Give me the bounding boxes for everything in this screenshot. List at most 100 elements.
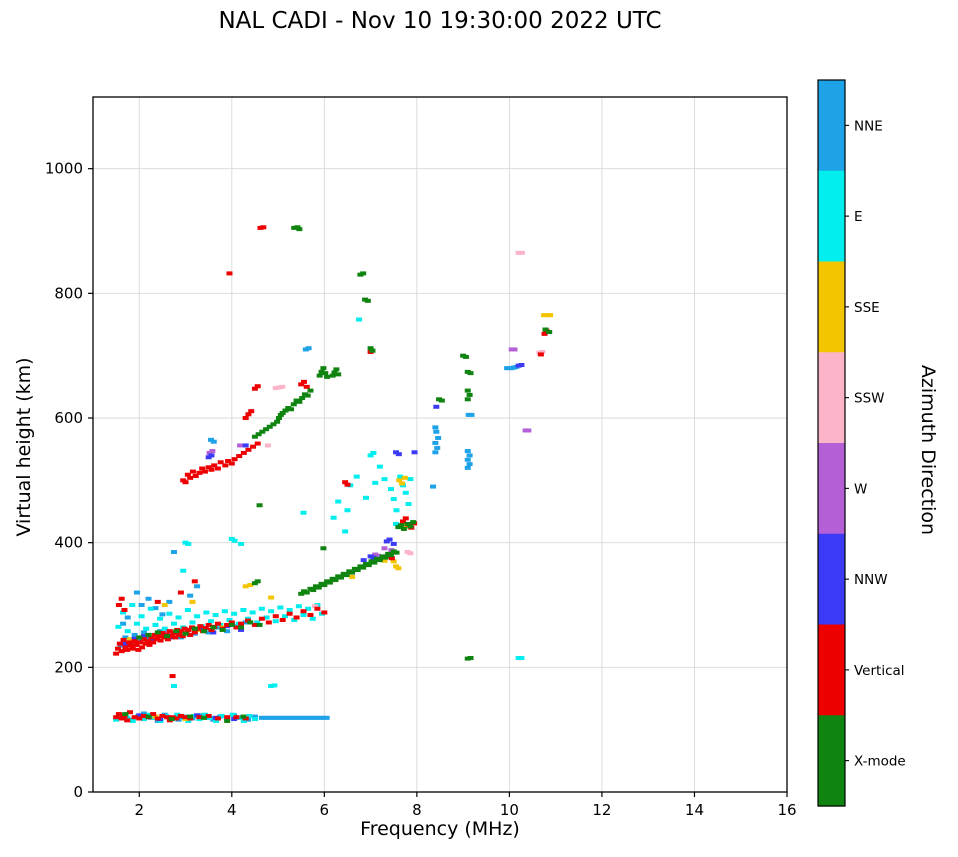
data-point-vertical xyxy=(245,447,252,452)
data-point-nne xyxy=(122,635,129,640)
y-tick-label: 200 xyxy=(54,658,83,676)
x-tick-label: 2 xyxy=(134,801,144,819)
data-point-nne xyxy=(262,715,269,720)
data-point-vertical xyxy=(224,622,231,627)
plot-frame xyxy=(92,96,788,793)
data-point-e xyxy=(170,621,177,626)
data-point-vertical xyxy=(251,386,258,391)
data-point-x-mode xyxy=(168,717,175,722)
data-point-nnw xyxy=(210,630,217,635)
data-point-vertical xyxy=(208,467,215,472)
data-point-vertical xyxy=(293,615,300,620)
data-point-x-mode xyxy=(228,622,235,627)
data-point-x-mode xyxy=(360,271,367,276)
data-point-x-mode xyxy=(367,346,374,351)
data-point-e xyxy=(370,450,377,455)
data-point-vertical xyxy=(211,463,218,468)
data-point-x-mode xyxy=(315,585,322,590)
data-point-vertical xyxy=(172,635,179,640)
data-point-e xyxy=(129,718,136,723)
data-point-nnw xyxy=(131,636,138,641)
data-point-vertical xyxy=(177,590,184,595)
data-point-sse xyxy=(349,574,356,579)
data-point-x-mode xyxy=(322,371,329,376)
data-point-vertical xyxy=(140,713,147,718)
data-point-x-mode xyxy=(173,629,180,634)
data-point-e xyxy=(272,619,279,624)
data-point-e xyxy=(140,717,147,722)
data-point-vertical xyxy=(399,519,406,524)
x-tick-label: 4 xyxy=(227,801,237,819)
data-point-x-mode xyxy=(224,718,231,723)
data-point-nne xyxy=(288,715,295,720)
data-point-e xyxy=(138,614,145,619)
data-point-x-mode xyxy=(210,625,217,630)
data-point-vertical xyxy=(226,271,233,276)
data-point-x-mode xyxy=(364,298,371,303)
colorbar-segment-e xyxy=(818,170,845,263)
data-point-vertical xyxy=(254,384,261,389)
data-point-x-mode xyxy=(296,399,303,404)
data-point-vertical xyxy=(286,611,293,616)
data-point-x-mode xyxy=(288,407,295,412)
data-point-x-mode xyxy=(201,715,208,720)
data-point-nne xyxy=(307,715,314,720)
data-point-nne xyxy=(281,715,288,720)
data-point-e xyxy=(246,713,253,718)
data-point-x-mode xyxy=(279,411,286,416)
data-point-sse xyxy=(242,584,249,589)
data-point-nne xyxy=(124,615,131,620)
data-point-nne xyxy=(140,711,147,716)
colorbar-segment-x-mode xyxy=(818,715,845,807)
data-point-x-mode xyxy=(343,573,350,578)
data-point-vertical xyxy=(197,624,204,629)
data-point-nnw xyxy=(518,363,525,368)
data-point-sse xyxy=(541,313,548,318)
data-point-nne xyxy=(320,715,327,720)
data-point-sse xyxy=(189,599,196,604)
data-point-nne xyxy=(304,715,311,720)
data-point-vertical xyxy=(150,712,157,717)
data-point-e xyxy=(282,614,289,619)
x-tick-label: 12 xyxy=(592,801,611,819)
colorbar-tick-label: NNW xyxy=(854,572,888,588)
data-point-vertical xyxy=(189,469,196,474)
colorbar-tick-label: SSW xyxy=(854,391,885,407)
data-point-x-mode xyxy=(318,369,325,374)
data-point-x-mode xyxy=(349,570,356,575)
data-point-x-mode xyxy=(365,563,372,568)
y-tick-label: 1000 xyxy=(45,160,83,178)
y-tick-label: 0 xyxy=(73,783,83,801)
data-point-vertical xyxy=(233,625,240,630)
data-point-e xyxy=(405,502,412,507)
colorbar-tick-label: W xyxy=(854,481,867,497)
data-point-nne xyxy=(187,593,194,598)
data-point-vertical xyxy=(154,716,161,721)
data-point-e xyxy=(344,508,351,513)
data-point-sse xyxy=(127,637,134,642)
data-point-nnw xyxy=(208,453,215,458)
data-point-nne xyxy=(468,412,475,417)
data-point-vertical xyxy=(185,627,192,632)
data-point-vertical xyxy=(214,621,221,626)
data-point-nnw xyxy=(411,450,418,455)
data-point-vertical xyxy=(154,599,161,604)
data-point-ssw xyxy=(518,250,525,255)
data-point-nne xyxy=(305,346,312,351)
data-point-e xyxy=(330,515,337,520)
data-point-nne xyxy=(214,625,221,630)
data-point-ssw xyxy=(279,384,286,389)
data-point-vertical xyxy=(248,409,255,414)
data-point-vertical xyxy=(127,710,134,715)
data-point-vertical xyxy=(131,639,138,644)
data-point-vertical xyxy=(231,457,238,462)
data-point-vertical xyxy=(402,516,409,521)
data-point-vertical xyxy=(192,473,199,478)
data-point-nne xyxy=(432,450,439,455)
data-point-w xyxy=(237,443,244,448)
data-point-nne xyxy=(205,630,212,635)
data-point-e xyxy=(376,464,383,469)
data-point-ssw xyxy=(264,443,271,448)
data-point-e xyxy=(263,615,270,620)
